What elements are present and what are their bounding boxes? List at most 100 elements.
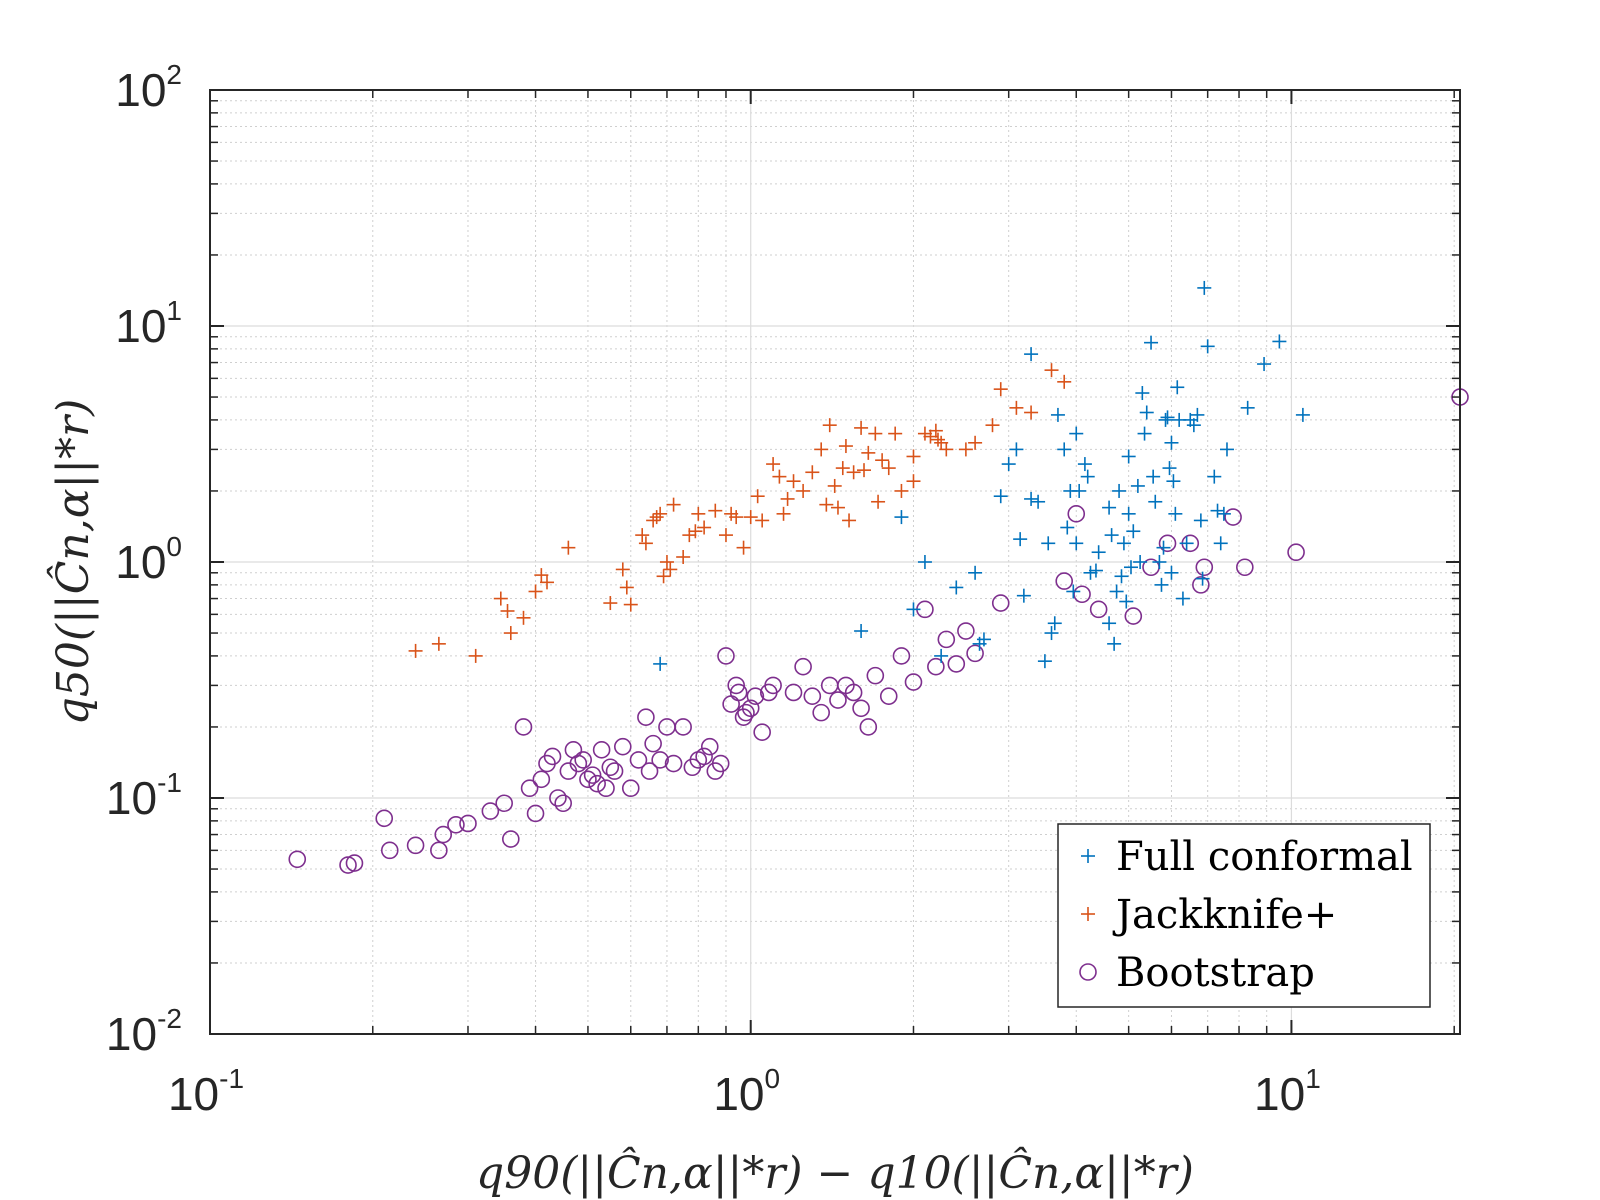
point-jackknife (814, 442, 829, 457)
series-bootstrap (288, 388, 1469, 874)
point-full-conformal (1190, 407, 1205, 422)
point-full-conformal (968, 565, 983, 580)
point-bootstrap (621, 779, 640, 798)
axis-ticks (209, 89, 1460, 1035)
point-jackknife (666, 497, 681, 512)
point-bootstrap (695, 747, 713, 766)
point-full-conformal (1121, 506, 1136, 521)
point-jackknife (830, 500, 845, 515)
point-bootstrap (844, 683, 863, 702)
point-bootstrap (711, 754, 730, 773)
point-full-conformal (1119, 594, 1134, 609)
point-bootstrap (727, 676, 745, 695)
point-jackknife (691, 506, 706, 521)
y-tick-label: 102 (115, 59, 182, 116)
x-axis-label: q90(||Ĉn,α||*r) − q10(||Ĉn,α||*r) (476, 1146, 1194, 1199)
point-jackknife (534, 568, 549, 583)
point-full-conformal (1069, 536, 1084, 551)
point-jackknife (928, 423, 943, 438)
y-tick-label: 100 (115, 531, 182, 588)
point-bootstrap (481, 802, 500, 820)
point-bootstrap (1158, 534, 1177, 553)
point-jackknife (1024, 405, 1039, 420)
point-full-conformal (1295, 407, 1310, 422)
point-full-conformal (1069, 426, 1084, 441)
point-full-conformal (1160, 410, 1175, 425)
point-jackknife (871, 494, 886, 509)
point-bootstrap (664, 754, 683, 773)
point-bootstrap (1067, 505, 1086, 523)
point-jackknife (985, 418, 1000, 433)
point-full-conformal (1179, 536, 1194, 551)
point-full-conformal (1170, 380, 1185, 395)
point-jackknife (846, 465, 861, 480)
point-full-conformal (1016, 588, 1031, 603)
point-full-conformal (1107, 636, 1122, 651)
series-full-conformal (653, 280, 1310, 671)
point-full-conformal (1104, 528, 1119, 543)
point-bootstrap (737, 703, 755, 722)
point-bootstrap (1089, 600, 1108, 619)
point-full-conformal (1109, 584, 1124, 599)
point-jackknife (663, 562, 678, 577)
point-jackknife (822, 418, 837, 433)
point-jackknife (842, 513, 857, 528)
point-full-conformal (1102, 500, 1117, 515)
point-jackknife (697, 520, 712, 535)
point-jackknife (906, 474, 921, 489)
point-full-conformal (1164, 435, 1179, 450)
point-full-conformal (1197, 280, 1212, 295)
point-full-conformal (1024, 491, 1039, 506)
point-full-conformal (1088, 563, 1103, 578)
point-jackknife (503, 626, 518, 641)
point-full-conformal (1213, 536, 1228, 551)
y-tick-label: 101 (115, 295, 182, 352)
point-full-conformal (1193, 513, 1208, 528)
point-jackknife (615, 562, 630, 577)
point-full-conformal (1050, 407, 1065, 422)
point-jackknife (888, 426, 903, 441)
point-full-conformal (1121, 449, 1136, 464)
point-jackknife (431, 636, 446, 651)
x-tick-label: 101 (1254, 1063, 1321, 1120)
point-jackknife (917, 426, 932, 441)
point-full-conformal (1009, 442, 1024, 457)
point-bootstrap (532, 770, 551, 789)
point-bootstrap (613, 737, 632, 756)
point-jackknife (408, 643, 423, 658)
point-bootstrap (674, 718, 692, 736)
point-bootstrap (746, 687, 765, 705)
point-jackknife (861, 445, 876, 460)
point-full-conformal (1001, 457, 1016, 472)
point-full-conformal (1057, 442, 1072, 457)
point-full-conformal (1166, 474, 1181, 489)
legend-label-bootstrap: Bootstrap (1116, 950, 1315, 996)
point-bootstrap (588, 774, 606, 793)
point-full-conformal (653, 656, 668, 671)
point-full-conformal (976, 632, 991, 647)
point-bootstrap (549, 789, 567, 807)
legend-item-bootstrap: Bootstrap (1079, 950, 1315, 996)
point-bootstrap (937, 630, 956, 649)
point-bootstrap (495, 794, 513, 813)
legend: Full conformal Jackknife+ Bootstrap (1057, 823, 1431, 1008)
point-jackknife (772, 469, 787, 484)
point-jackknife (968, 435, 983, 450)
point-bootstrap (375, 809, 394, 828)
point-full-conformal (1156, 540, 1171, 555)
point-jackknife (805, 465, 820, 480)
point-full-conformal (1044, 626, 1059, 641)
point-bootstrap (1124, 607, 1143, 625)
point-full-conformal (1164, 565, 1179, 580)
point-bootstrap (601, 758, 620, 777)
point-bootstrap (1195, 558, 1214, 577)
point-jackknife (958, 442, 973, 457)
point-jackknife (838, 439, 853, 454)
point-bootstrap (502, 830, 520, 848)
point-bootstrap (866, 666, 885, 685)
point-full-conformal (1133, 555, 1148, 569)
point-full-conformal (1123, 560, 1138, 575)
point-bootstrap (644, 734, 662, 753)
point-full-conformal (1195, 571, 1210, 586)
point-jackknife (827, 478, 842, 493)
